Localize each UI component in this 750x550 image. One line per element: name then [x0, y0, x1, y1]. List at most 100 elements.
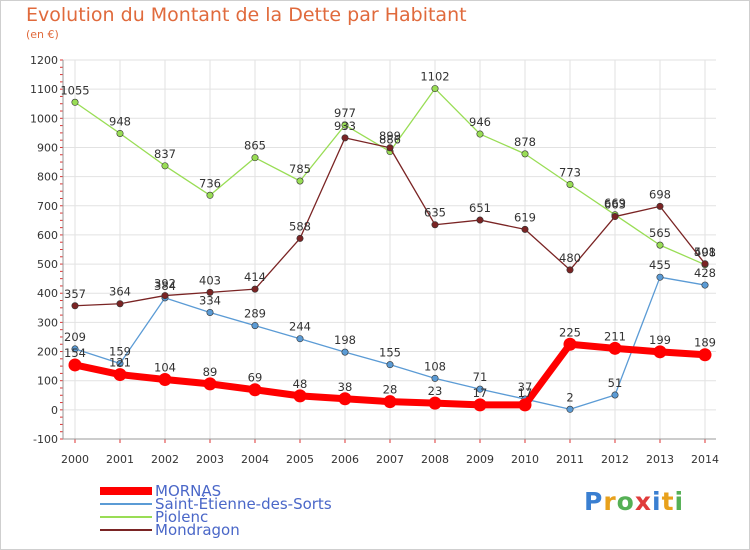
y-tick-label: 600: [37, 229, 58, 242]
x-tick-label: 2007: [376, 453, 404, 466]
data-point: [206, 288, 214, 296]
data-point: [158, 373, 172, 387]
data-label: 28: [383, 383, 398, 397]
data-label: 17: [518, 386, 533, 400]
data-label: 209: [64, 330, 86, 344]
logo-letter: r: [603, 487, 617, 516]
data-label: 837: [154, 147, 176, 161]
y-tick-label: 1100: [30, 83, 58, 96]
data-point: [521, 225, 529, 233]
y-tick-label: 0: [51, 404, 58, 417]
data-label: 364: [109, 285, 131, 299]
data-point: [251, 154, 259, 162]
data-point: [698, 348, 712, 362]
data-point: [341, 121, 349, 129]
data-label: 948: [109, 114, 131, 128]
data-point: [566, 266, 574, 274]
data-label: 878: [514, 135, 536, 149]
data-point: [476, 130, 484, 138]
data-point: [293, 389, 307, 403]
data-label: 886: [379, 133, 401, 147]
chart-subtitle: (en €): [26, 28, 59, 41]
data-point: [116, 359, 124, 367]
data-label: 480: [559, 251, 581, 265]
data-label: 71: [473, 370, 488, 384]
legend-swatch: [100, 516, 152, 518]
y-tick-label: 300: [37, 316, 58, 329]
data-label: 89: [203, 365, 218, 379]
data-label: 588: [289, 219, 311, 233]
data-point: [476, 385, 484, 393]
data-label: 619: [514, 210, 536, 224]
x-tick-label: 2002: [151, 453, 179, 466]
data-label: 1102: [420, 70, 449, 84]
y-tick-label: 700: [37, 200, 58, 213]
x-tick-label: 2001: [106, 453, 134, 466]
data-label: 1055: [60, 83, 89, 97]
data-point: [206, 308, 214, 316]
data-point: [608, 341, 622, 355]
data-point: [116, 129, 124, 137]
data-label: 69: [248, 371, 263, 385]
legend-label: Piolenc: [155, 508, 209, 526]
data-label: 698: [649, 187, 671, 201]
data-point: [206, 191, 214, 199]
data-point: [611, 213, 619, 221]
data-label: 48: [293, 377, 308, 391]
data-label: 108: [424, 359, 446, 373]
y-tick-label: 1000: [30, 112, 58, 125]
data-point: [161, 292, 169, 300]
y-tick-label: 800: [37, 171, 58, 184]
data-label: 225: [559, 325, 581, 339]
data-label: 199: [649, 333, 671, 347]
data-label: 501: [694, 245, 716, 259]
data-point: [341, 348, 349, 356]
data-label: 104: [154, 361, 176, 375]
data-point: [251, 285, 259, 293]
data-point: [296, 234, 304, 242]
data-label: 736: [199, 176, 221, 190]
logo-letter: t: [661, 487, 675, 516]
data-point: [296, 335, 304, 343]
data-point: [611, 391, 619, 399]
logo-letter: o: [616, 487, 635, 516]
data-point: [338, 392, 352, 406]
data-point: [203, 377, 217, 391]
x-tick-label: 2008: [421, 453, 449, 466]
legend-swatch: [100, 529, 152, 531]
data-point: [386, 361, 394, 369]
legend-swatch: [100, 503, 152, 505]
data-label: 498: [694, 246, 716, 260]
data-point: [701, 281, 709, 289]
data-label: 414: [244, 270, 266, 284]
data-label: 211: [604, 329, 626, 343]
data-label: 946: [469, 115, 491, 129]
data-label: 392: [154, 277, 176, 291]
data-label: 384: [154, 279, 176, 293]
data-label: 635: [424, 206, 446, 220]
data-label: 773: [559, 165, 581, 179]
logo-letter: i: [652, 487, 662, 516]
data-label: 455: [649, 258, 671, 272]
data-label: 51: [608, 376, 623, 390]
x-tick-label: 2010: [511, 453, 539, 466]
data-label: 565: [649, 226, 671, 240]
y-tick-label: 400: [37, 287, 58, 300]
data-label: 977: [334, 106, 356, 120]
data-point: [566, 180, 574, 188]
data-point: [161, 162, 169, 170]
legend-swatch: [100, 487, 152, 495]
data-point: [431, 221, 439, 229]
data-point: [563, 337, 577, 351]
y-tick-label: 1200: [30, 54, 58, 67]
data-label: 663: [604, 198, 626, 212]
y-tick-label: 900: [37, 141, 58, 154]
data-label: 17: [473, 386, 488, 400]
data-point: [518, 398, 532, 412]
data-point: [521, 150, 529, 158]
data-point: [701, 260, 709, 268]
data-label: 37: [518, 380, 533, 394]
logo-letter: i: [674, 487, 685, 516]
data-label: 121: [109, 356, 131, 370]
legend-label: MORNAS: [155, 482, 222, 500]
